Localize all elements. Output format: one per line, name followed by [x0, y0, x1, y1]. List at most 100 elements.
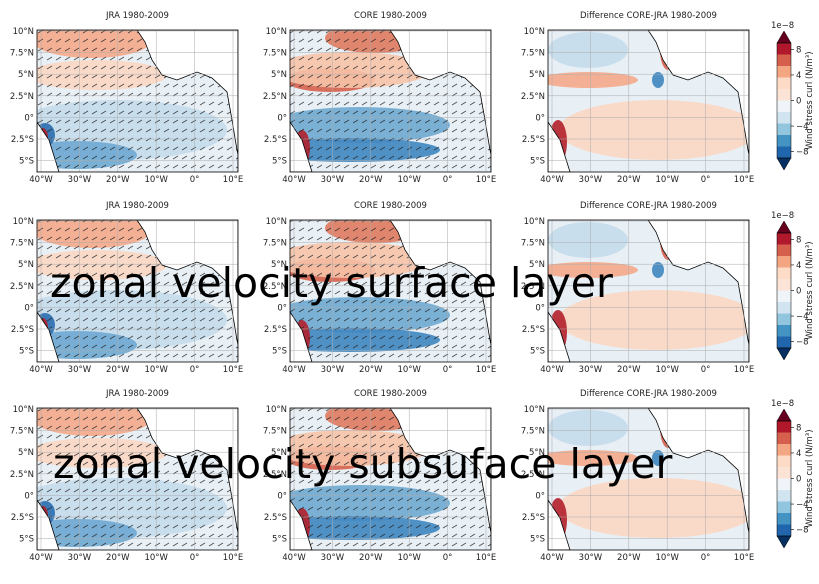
colorbar-band [777, 444, 791, 456]
x-tick-label: 30°W [579, 553, 603, 563]
x-tick-label: 10°E [223, 175, 243, 185]
y-tick-label: 0° [535, 303, 545, 313]
field [652, 72, 664, 88]
land [647, 408, 749, 550]
colorbar-band [777, 279, 791, 291]
map [547, 219, 750, 363]
frame [36, 29, 239, 173]
x-tick-label: 30°W [68, 553, 92, 563]
x-tick-label: 20°W [359, 553, 383, 563]
land [136, 408, 238, 550]
panel-title: JRA 1980-2009 [105, 201, 169, 211]
field [548, 32, 628, 68]
x-tick-label: 0° [190, 553, 200, 563]
colorbar-band [777, 123, 791, 135]
colorbar-band [777, 112, 791, 124]
colorbar-tick-label: −4 [796, 312, 809, 322]
colorbar-band [777, 256, 791, 268]
land [548, 499, 571, 550]
colorbar-extend [776, 157, 792, 171]
colorbar-band [777, 467, 791, 479]
y-tick-label: 5°N [18, 260, 34, 270]
y-tick-label: 0° [535, 113, 545, 123]
map [547, 407, 750, 551]
colorbar-band [777, 290, 791, 302]
x-tick-label: 20°W [359, 365, 383, 375]
colorbar-band [777, 233, 791, 245]
land [290, 311, 313, 362]
colorbar-tick-label: 0 [796, 475, 801, 485]
frame [36, 219, 239, 363]
colorbar-tick-label: 4 [796, 71, 801, 81]
x-tick-label: 10°W [144, 553, 168, 563]
y-tick-label: 2.5°S [11, 135, 34, 145]
y-tick-label: 5°S [530, 157, 545, 167]
field [548, 72, 638, 88]
map [289, 407, 492, 551]
x-tick-label: 20°W [106, 365, 130, 375]
field [548, 410, 628, 446]
map-body [290, 220, 491, 362]
x-tick-label: 40°W [29, 365, 53, 375]
x-tick-label: 10°E [734, 175, 754, 185]
y-tick-label: 2.5°S [522, 513, 545, 523]
colorbar-band [777, 455, 791, 467]
panel-title: CORE 1980-2009 [354, 11, 427, 21]
map [36, 29, 239, 173]
colorbar-tick-label: −8 [796, 526, 809, 536]
y-tick-label: 10°N [13, 405, 34, 415]
colorbar-band [777, 66, 791, 78]
y-tick-label: 2.5°S [11, 325, 34, 335]
colorbar-tick-label: −8 [796, 338, 809, 348]
x-tick-label: 10°W [655, 365, 679, 375]
y-tick-label: 2.5°N [521, 92, 545, 102]
land [37, 311, 60, 362]
colorbar-band [777, 146, 791, 158]
panel-title: Difference CORE-JRA 1980-2009 [580, 11, 717, 21]
colorbar-tick-label: 8 [796, 45, 801, 55]
colorbar-band [777, 490, 791, 502]
y-tick-label: 5°S [530, 347, 545, 357]
colorbar-band [777, 244, 791, 256]
frame [289, 407, 492, 551]
y-tick-label: 2.5°N [10, 92, 34, 102]
colorbar-band [777, 43, 791, 55]
colorbar-tick-label: 4 [796, 449, 801, 459]
y-tick-label: 2.5°S [11, 513, 34, 523]
colorbar-label: Wind stress curl (N/m³) [805, 241, 815, 339]
y-tick-label: 5°S [19, 535, 34, 545]
panel-title: CORE 1980-2009 [354, 201, 427, 211]
panel-title: JRA 1980-2009 [105, 11, 169, 21]
x-tick-label: 10°E [734, 553, 754, 563]
x-tick-label: 10°E [476, 553, 496, 563]
colorbar-band [777, 524, 791, 536]
y-tick-label: 7.5°N [263, 239, 287, 249]
colorbar-band [777, 432, 791, 444]
x-tick-label: 40°W [29, 175, 53, 185]
y-tick-label: 0° [277, 491, 287, 501]
colorbar-band [777, 421, 791, 433]
x-tick-label: 20°W [359, 175, 383, 185]
y-tick-label: 2.5°S [264, 513, 287, 523]
land [37, 499, 60, 550]
x-tick-label: 40°W [282, 553, 306, 563]
map-body [37, 30, 238, 172]
y-tick-label: 0° [24, 491, 34, 501]
map [36, 219, 239, 363]
colorbar-band [777, 77, 791, 89]
x-tick-label: 30°W [579, 175, 603, 185]
y-tick-label: 5°S [272, 157, 287, 167]
colorbar-tick-label: 0 [796, 97, 801, 107]
x-tick-label: 20°W [617, 175, 641, 185]
x-tick-label: 30°W [68, 175, 92, 185]
y-tick-label: 5°S [19, 157, 34, 167]
frame [547, 407, 750, 551]
land [290, 121, 313, 172]
x-tick-label: 20°W [617, 365, 641, 375]
colorbar-tick-label: 0 [796, 287, 801, 297]
land [548, 311, 571, 362]
y-tick-label: 2.5°N [263, 92, 287, 102]
y-tick-label: 5°S [272, 535, 287, 545]
x-tick-label: 30°W [579, 365, 603, 375]
y-tick-label: 5°N [271, 70, 287, 80]
